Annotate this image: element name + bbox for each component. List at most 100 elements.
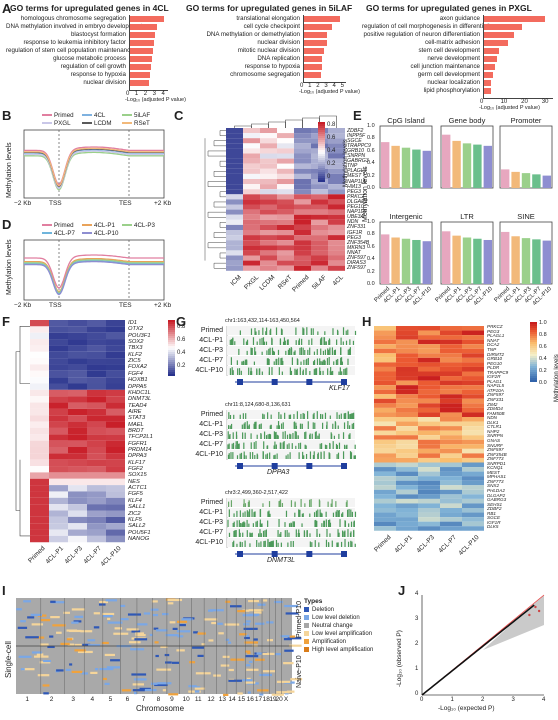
heatmap-cell (294, 204, 311, 210)
heatmap-cell (396, 376, 418, 381)
cnv-segment (93, 612, 100, 615)
cnv-segment (43, 692, 49, 695)
methylation-tick (309, 451, 312, 459)
methylation-tick (329, 370, 331, 375)
heatmap-cell (374, 526, 396, 531)
legend-label: 4CL-P3 (134, 222, 155, 229)
heatmap-cell (106, 415, 125, 422)
heatmap-cell (374, 467, 396, 472)
e-ytick: 0.4 (367, 256, 375, 263)
cnv-segment (287, 637, 302, 640)
heatmap-cell (49, 523, 68, 530)
methylation-tick (235, 441, 237, 449)
heatmap-row-label: BRDT (128, 427, 144, 434)
methylation-tick (347, 329, 349, 335)
methylation-tick (229, 368, 232, 375)
methylation-tick (238, 520, 240, 527)
cnv-segment (284, 604, 299, 608)
heatmap-cell (396, 412, 418, 417)
cnv-segment (172, 627, 178, 630)
heatmap-cell (260, 219, 277, 225)
heatmap-cell (440, 412, 462, 417)
heatmap-cell (462, 457, 484, 463)
heatmap-cell (440, 398, 462, 404)
methylation-tick (291, 443, 293, 449)
dendrogram-branch (219, 222, 226, 228)
methylation-tick (336, 509, 338, 517)
chromosome-label: 14 (228, 696, 236, 703)
colorbar-step (168, 346, 175, 348)
methylation-tick (267, 434, 269, 439)
methylation-tick (247, 425, 249, 429)
heatmap-cell (226, 194, 243, 200)
dendrogram-branch (219, 130, 226, 136)
heatmap-cell (277, 245, 294, 251)
methylation-tick (337, 452, 340, 459)
bar (422, 150, 431, 188)
cnv-segment (81, 672, 89, 675)
methylation-tick (266, 358, 268, 365)
heatmap-cell (440, 498, 462, 504)
methylation-tick (346, 500, 348, 507)
methylation-tick (277, 542, 279, 547)
heatmap-cell (418, 485, 440, 490)
methylation-tick (338, 414, 340, 419)
go-tick-label: 1 (134, 91, 139, 97)
methylation-tick (290, 500, 293, 507)
methylation-tick (334, 350, 336, 355)
colorbar-step (530, 342, 537, 344)
heatmap-cell (49, 510, 68, 517)
methylation-tick (345, 412, 347, 419)
legend-swatch (82, 232, 92, 235)
methylation-tick (287, 454, 289, 459)
methylation-tick (302, 327, 304, 335)
heatmap-cell (418, 339, 440, 345)
methylation-tick (256, 540, 258, 547)
methylation-tick (296, 411, 298, 419)
methylation-tick (269, 452, 271, 459)
methylation-tick (233, 521, 235, 527)
methylation-tick (295, 340, 297, 345)
methylation-tick (307, 349, 309, 355)
heatmap-cell (462, 521, 484, 527)
cnv-segment (246, 668, 259, 671)
heatmap-cell (87, 485, 106, 492)
cnv-segment (151, 600, 158, 603)
methylation-tick (323, 337, 325, 345)
methylation-tick (307, 421, 309, 429)
methylation-tick (343, 413, 345, 419)
heatmap-cell (462, 517, 484, 522)
cnv-segment (69, 663, 73, 666)
methylation-tick (342, 341, 344, 345)
heatmap-cell (440, 435, 462, 440)
go-chart-title: GO terms for upregulated genes in 5iLAF (186, 3, 353, 13)
heatmap-cell (294, 219, 311, 225)
heatmap-cell (226, 128, 243, 134)
heatmap-cell (328, 158, 345, 164)
methylation-tick (300, 413, 302, 419)
qq-plot (421, 594, 545, 696)
heatmap-row-label: RB1 (487, 510, 496, 516)
heatmap-cell (462, 426, 484, 431)
heatmap-cell (462, 371, 484, 377)
heatmap-col-label: 4CL-P3 (63, 545, 85, 566)
methylation-tick (281, 371, 283, 375)
legend-tick: 0.8 (177, 324, 186, 330)
methylation-tick (234, 341, 236, 345)
heatmap-cell (30, 434, 49, 441)
heatmap-cell (68, 440, 87, 447)
heatmap-cell (294, 189, 311, 195)
methylation-tick (256, 453, 258, 459)
methylation-tick (313, 512, 316, 517)
legend-swatch (82, 122, 92, 125)
methylation-tick (309, 513, 311, 517)
panel-letter-f: F (2, 314, 10, 329)
cnv-ylabel: Single-cell (4, 641, 13, 678)
go-bar (303, 32, 328, 38)
methylation-tick (349, 451, 352, 459)
heatmap-row-label: IGF1R (347, 229, 363, 236)
heatmap-cell (440, 476, 462, 481)
go-term-label: regulation of stem cell population maint… (6, 47, 134, 54)
legend-item: High level amplification (304, 647, 373, 653)
heatmap-cell (418, 435, 440, 440)
